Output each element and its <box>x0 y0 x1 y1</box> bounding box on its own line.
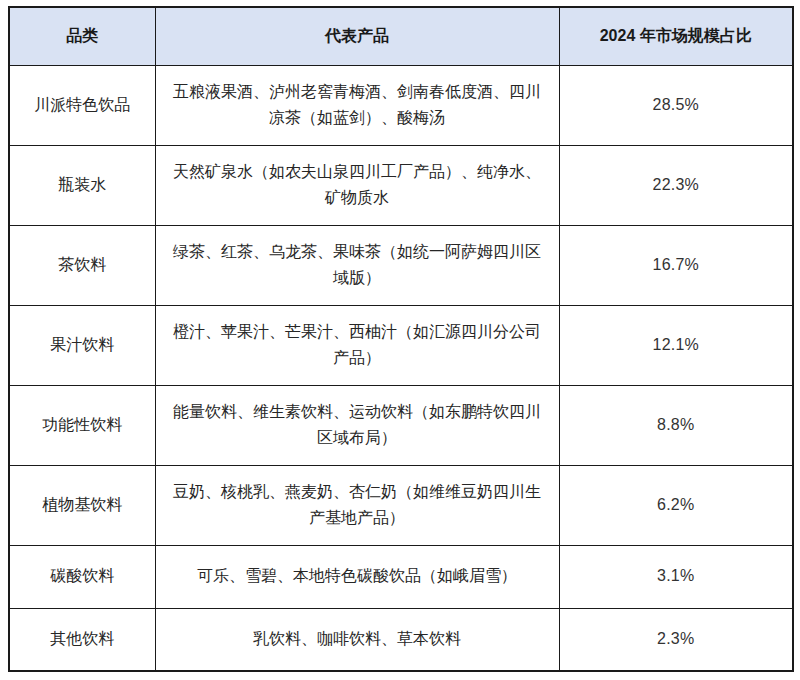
share-cell: 3.1% <box>559 545 793 608</box>
table-row: 川派特色饮品 五粮液果酒、泸州老窖青梅酒、剑南春低度酒、四川凉茶（如蓝剑）、酸梅… <box>9 65 793 145</box>
share-cell: 6.2% <box>559 465 793 545</box>
category-cell: 果汁饮料 <box>9 305 155 385</box>
products-cell: 能量饮料、维生素饮料、运动饮料（如东鹏特饮四川区域布局） <box>155 385 559 465</box>
table-row: 植物基饮料 豆奶、核桃乳、燕麦奶、杏仁奶（如维维豆奶四川生产基地产品） 6.2% <box>9 465 793 545</box>
products-cell: 绿茶、红茶、乌龙茶、果味茶（如统一阿萨姆四川区域版） <box>155 225 559 305</box>
header-row: 品类 代表产品 2024 年市场规模占比 <box>9 7 793 65</box>
products-cell: 乳饮料、咖啡饮料、草本饮料 <box>155 608 559 671</box>
products-cell: 橙汁、苹果汁、芒果汁、西柚汁（如汇源四川分公司产品） <box>155 305 559 385</box>
table-row: 茶饮料 绿茶、红茶、乌龙茶、果味茶（如统一阿萨姆四川区域版） 16.7% <box>9 225 793 305</box>
share-cell: 8.8% <box>559 385 793 465</box>
table-row: 瓶装水 天然矿泉水（如农夫山泉四川工厂产品）、纯净水、矿物质水 22.3% <box>9 145 793 225</box>
category-cell: 碳酸饮料 <box>9 545 155 608</box>
share-cell: 16.7% <box>559 225 793 305</box>
category-cell: 茶饮料 <box>9 225 155 305</box>
products-cell: 五粮液果酒、泸州老窖青梅酒、剑南春低度酒、四川凉茶（如蓝剑）、酸梅汤 <box>155 65 559 145</box>
table-row: 果汁饮料 橙汁、苹果汁、芒果汁、西柚汁（如汇源四川分公司产品） 12.1% <box>9 305 793 385</box>
products-cell: 豆奶、核桃乳、燕麦奶、杏仁奶（如维维豆奶四川生产基地产品） <box>155 465 559 545</box>
share-cell: 22.3% <box>559 145 793 225</box>
market-share-table: 品类 代表产品 2024 年市场规模占比 川派特色饮品 五粮液果酒、泸州老窖青梅… <box>8 6 794 672</box>
category-cell: 其他饮料 <box>9 608 155 671</box>
category-cell: 植物基饮料 <box>9 465 155 545</box>
col-header-share: 2024 年市场规模占比 <box>559 7 793 65</box>
share-cell: 28.5% <box>559 65 793 145</box>
col-header-products: 代表产品 <box>155 7 559 65</box>
products-cell: 天然矿泉水（如农夫山泉四川工厂产品）、纯净水、矿物质水 <box>155 145 559 225</box>
products-cell: 可乐、雪碧、本地特色碳酸饮品（如峨眉雪） <box>155 545 559 608</box>
category-cell: 川派特色饮品 <box>9 65 155 145</box>
category-cell: 瓶装水 <box>9 145 155 225</box>
market-share-table-container: 品类 代表产品 2024 年市场规模占比 川派特色饮品 五粮液果酒、泸州老窖青梅… <box>8 6 792 672</box>
table-row: 功能性饮料 能量饮料、维生素饮料、运动饮料（如东鹏特饮四川区域布局） 8.8% <box>9 385 793 465</box>
category-cell: 功能性饮料 <box>9 385 155 465</box>
share-cell: 2.3% <box>559 608 793 671</box>
table-row: 其他饮料 乳饮料、咖啡饮料、草本饮料 2.3% <box>9 608 793 671</box>
col-header-category: 品类 <box>9 7 155 65</box>
share-cell: 12.1% <box>559 305 793 385</box>
table-row: 碳酸饮料 可乐、雪碧、本地特色碳酸饮品（如峨眉雪） 3.1% <box>9 545 793 608</box>
